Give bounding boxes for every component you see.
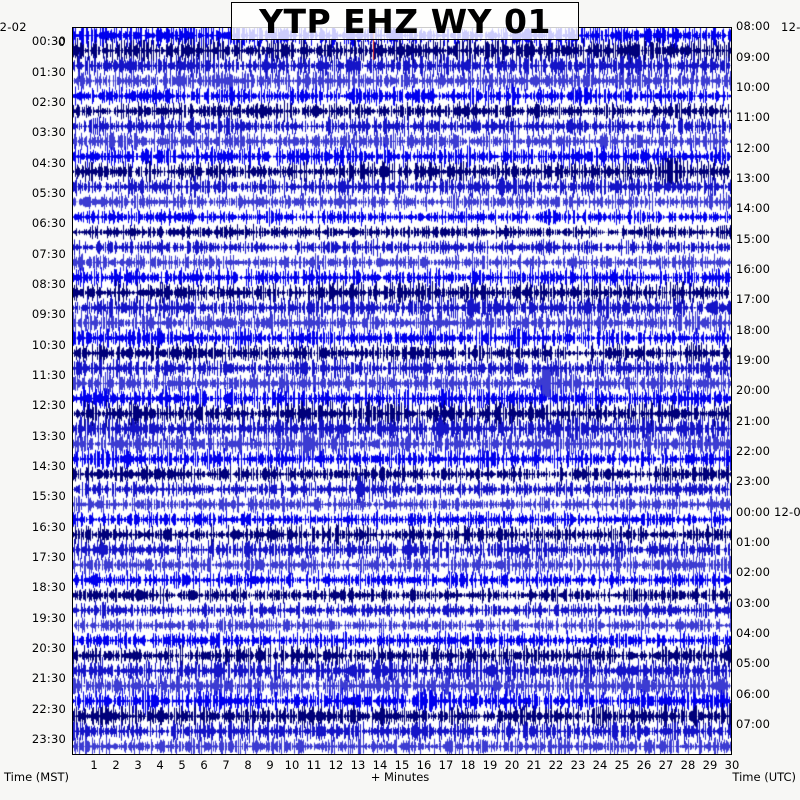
utc-time-label: 21:00 [736, 413, 771, 428]
minute-tick-label: 5 [178, 758, 186, 772]
utc-time-label: 05:00 [736, 656, 771, 671]
seismogram-traces [73, 28, 731, 754]
minute-tick-label: 30 [724, 758, 740, 772]
utc-time-label: 04:00 [736, 625, 771, 640]
date-label-left: 12-02 [0, 20, 27, 34]
minute-tick-label: 24 [592, 758, 608, 772]
utc-time-label: 11:00 [736, 110, 771, 125]
utc-time-label: 14:00 [736, 201, 771, 216]
date-label-right: 12-0 [781, 20, 800, 34]
footer-label-mst: Time (MST) [4, 770, 70, 784]
mst-time-label: 20:30 [31, 640, 66, 655]
minute-tick-label: 7 [222, 758, 230, 772]
utc-time-label: 02:00 [736, 565, 771, 580]
utc-time-label: 10:00 [736, 79, 771, 94]
axis-zero-label: 0 [58, 35, 66, 49]
mst-time-label: 16:30 [31, 519, 66, 534]
mst-time-label: 05:30 [31, 185, 66, 200]
utc-time-label: 16:00 [736, 261, 771, 276]
mst-time-label: 09:30 [31, 307, 66, 322]
utc-time-label: 00:00 12-03 [736, 504, 800, 519]
minute-tick-label: 16 [416, 758, 432, 772]
mst-time-label: 10:30 [31, 337, 66, 352]
mst-time-label: 15:30 [31, 489, 66, 504]
utc-time-label: 18:00 [736, 322, 771, 337]
mst-time-label: 08:30 [31, 276, 66, 291]
utc-time-label: 13:00 [736, 170, 771, 185]
minute-tick-label: 27 [658, 758, 674, 772]
utc-time-label: 19:00 [736, 352, 771, 367]
mst-time-label: 22:30 [31, 701, 66, 716]
mst-time-label: 17:30 [31, 549, 66, 564]
utc-time-label: 07:00 [736, 716, 771, 731]
utc-time-label: 06:00 [736, 686, 771, 701]
mst-time-label: 07:30 [31, 246, 66, 261]
minute-tick-label: 25 [614, 758, 630, 772]
minute-tick-label: 23 [570, 758, 586, 772]
minute-tick-label: 10 [284, 758, 300, 772]
minute-tick-label: 22 [548, 758, 564, 772]
minute-tick-label: 21 [526, 758, 542, 772]
utc-time-label: 23:00 [736, 474, 771, 489]
mst-time-label: 01:30 [31, 64, 66, 79]
minute-tick-label: 17 [438, 758, 454, 772]
minute-tick-label: 13 [350, 758, 366, 772]
utc-time-label: 15:00 [736, 231, 771, 246]
minute-tick-label: 6 [200, 758, 208, 772]
minute-tick-label: 18 [460, 758, 476, 772]
minute-tick-label: 1 [90, 758, 98, 772]
utc-time-label: 09:00 [736, 49, 771, 64]
mst-time-label: 14:30 [31, 458, 66, 473]
minute-tick-label: 15 [394, 758, 410, 772]
minute-tick-label: 9 [266, 758, 274, 772]
helicorder-plot-area[interactable] [72, 27, 732, 755]
minute-tick-label: 19 [482, 758, 498, 772]
minute-tick-label: 20 [504, 758, 520, 772]
mst-time-label: 13:30 [31, 428, 66, 443]
minute-tick-label: 29 [702, 758, 718, 772]
mst-time-label: 04:30 [31, 155, 66, 170]
minute-tick-label: 3 [134, 758, 142, 772]
minute-tick-label: 4 [156, 758, 164, 772]
utc-time-label: 20:00 [736, 383, 771, 398]
chart-title: YTP EHZ WY 01 [259, 1, 551, 41]
mst-time-label: 23:30 [31, 731, 66, 746]
minute-tick-label: 11 [306, 758, 322, 772]
minute-tick-label: 2 [112, 758, 120, 772]
mst-time-label: 19:30 [31, 610, 66, 625]
utc-time-label: 03:00 [736, 595, 771, 610]
minute-tick-label: 28 [680, 758, 696, 772]
mst-time-label: 21:30 [31, 671, 66, 686]
minute-tick-label: 8 [244, 758, 252, 772]
minute-tick-axis: 1 2 3 4 5 6 7 8 9 10 11 12 13 14 15 16 17 18 19 20 21 22 23 24 2… [72, 756, 739, 774]
chart-title-box: YTP EHZ WY 01 [231, 2, 579, 40]
mst-time-label: 18:30 [31, 580, 66, 595]
minute-tick-label: 12 [328, 758, 344, 772]
utc-time-label: 17:00 [736, 292, 771, 307]
utc-time-label: 08:00 [736, 19, 771, 34]
mst-time-label: 00:30 [31, 34, 66, 49]
minute-tick-label: 14 [372, 758, 388, 772]
utc-time-label: 22:00 [736, 443, 771, 458]
footer-label-utc: Time (UTC) [732, 770, 796, 784]
utc-time-label: 01:00 [736, 534, 771, 549]
footer-label-minutes: + Minutes [370, 770, 430, 784]
utc-time-label: 12:00 [736, 140, 771, 155]
mst-time-label: 06:30 [31, 216, 66, 231]
mst-time-label: 03:30 [31, 125, 66, 140]
minute-tick-label: 26 [636, 758, 652, 772]
mst-time-label: 12:30 [31, 398, 66, 413]
mst-time-label: 11:30 [31, 367, 66, 382]
mst-time-label: 02:30 [31, 94, 66, 109]
